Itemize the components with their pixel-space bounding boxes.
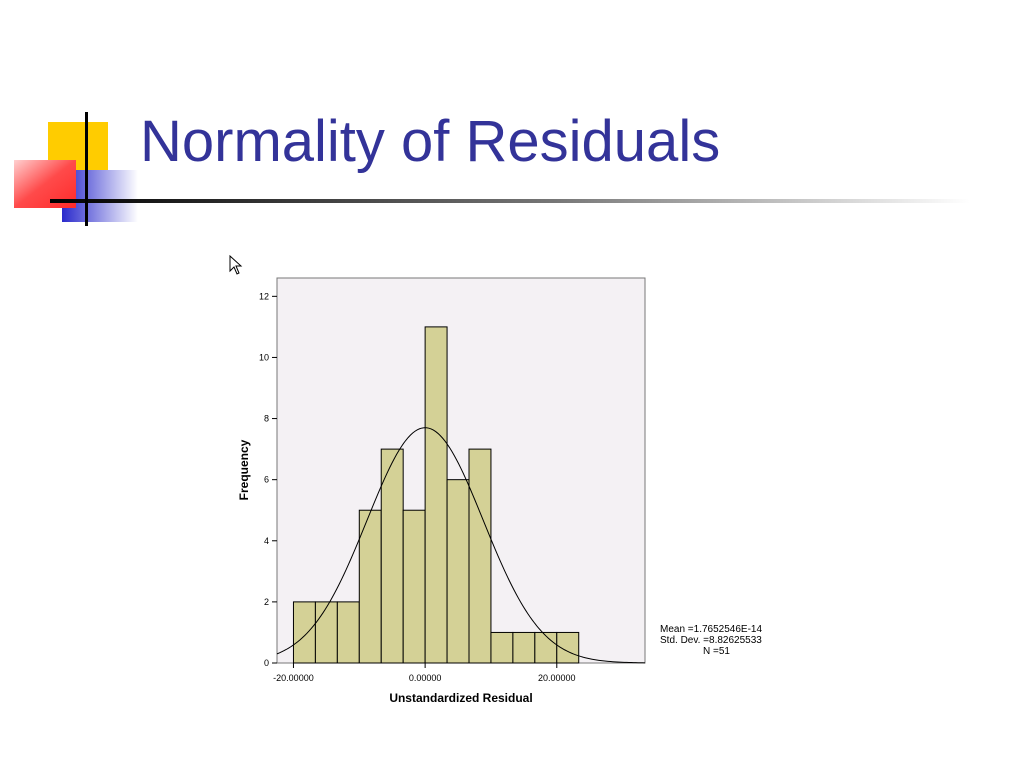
y-axis-title: Frequency: [237, 439, 251, 500]
histogram-bar: [314, 601, 338, 664]
histogram-bar: [512, 631, 536, 664]
histogram-bar: [424, 326, 448, 664]
stat-std-dev: Std. Dev. =8.82625533: [660, 635, 762, 646]
x-axis-title: Unstandardized Residual: [389, 691, 532, 705]
stat-n: N =51: [703, 646, 730, 657]
slide-title: Normality of Residuals: [140, 109, 721, 174]
histogram-bar: [468, 448, 492, 664]
histogram-bar: [556, 631, 580, 664]
histogram-bar: [490, 631, 514, 664]
axes-layer: 0 2 4 6 8 10 12 -20.00000 0.00000 20.00000: [259, 291, 576, 683]
histogram-bar: [446, 479, 470, 664]
stat-mean: Mean =1.7652546E-14: [660, 624, 762, 635]
histogram-bar: [336, 601, 360, 664]
x-tick-label: -20.00000: [273, 673, 314, 683]
x-tick-label: 20.00000: [538, 673, 576, 683]
histogram-bar: [402, 509, 426, 664]
mouse-cursor-icon: [229, 254, 243, 275]
title-vertical-line: [85, 112, 88, 226]
histogram-bar: [358, 509, 382, 664]
y-tick-label: 8: [264, 414, 269, 424]
title-underline: [50, 199, 970, 203]
y-tick-label: 0: [264, 658, 269, 668]
y-tick-label: 4: [264, 536, 269, 546]
y-tick-label: 6: [264, 475, 269, 485]
histogram-bar: [534, 631, 558, 664]
statistics-box: Mean =1.7652546E-14 Std. Dev. =8.8262553…: [660, 624, 762, 657]
x-tick-label: 0.00000: [409, 673, 442, 683]
y-tick-label: 10: [259, 352, 269, 362]
histogram-bar: [380, 448, 404, 664]
normal-curve: [276, 427, 646, 664]
y-tick-label: 12: [259, 291, 269, 301]
bars-layer: [292, 326, 580, 664]
histogram-bar: [292, 601, 316, 664]
y-tick-label: 2: [264, 597, 269, 607]
